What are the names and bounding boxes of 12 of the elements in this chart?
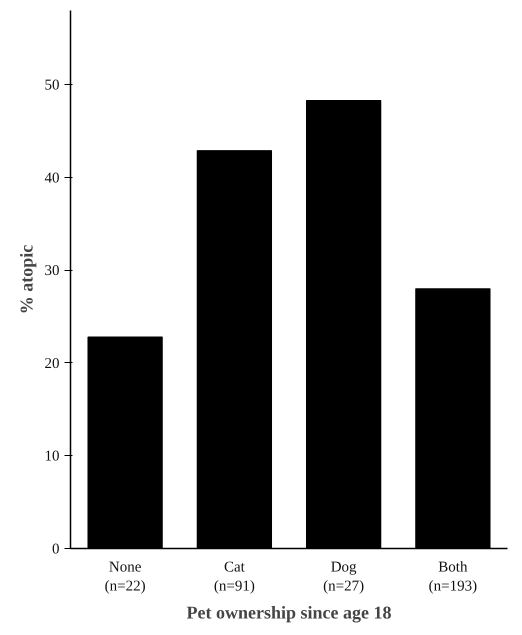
y-tick-label: 50 — [44, 78, 60, 94]
y-tick-label: 0 — [52, 542, 60, 558]
y-axis-title: % atopic — [16, 244, 36, 314]
x-axis-title: Pet ownership since age 18 — [186, 602, 392, 623]
y-tick-label: 30 — [44, 263, 60, 280]
y-tick-label: 40 — [44, 170, 60, 186]
y-tick-label: 20 — [44, 356, 60, 372]
y-tick-label: 10 — [44, 448, 60, 465]
x-tick-label: None (n=22) — [104, 560, 146, 595]
x-tick-label: Cat (n=91) — [214, 560, 255, 595]
x-tick-label: Both (n=193) — [428, 560, 478, 595]
x-tick-label: Dog (n=27) — [323, 560, 364, 595]
